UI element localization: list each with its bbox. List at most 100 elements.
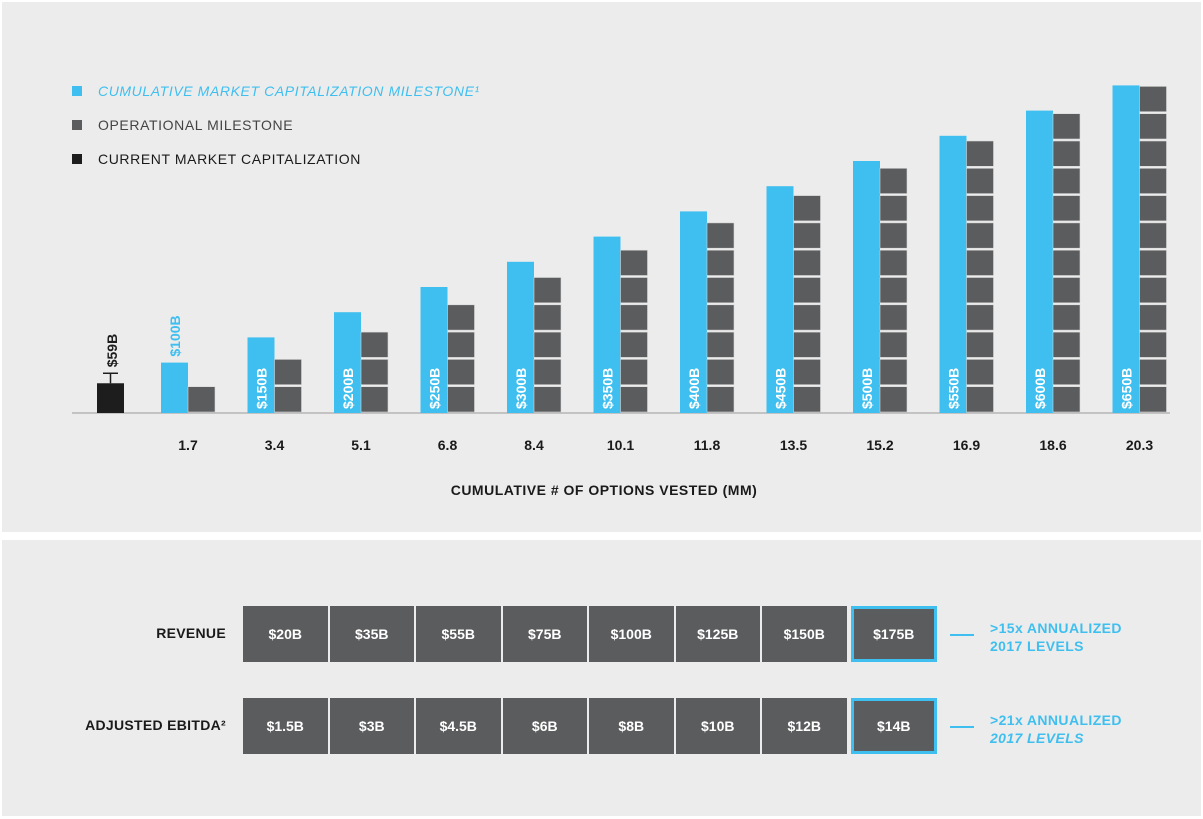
ebitda-note: >21x ANNUALIZED 2017 LEVELS [990,711,1122,747]
operational-block [360,359,389,385]
operational-block [1052,222,1081,249]
revenue-cell: $125B [675,606,762,662]
operational-block [620,359,648,385]
milestone-value-label: $200B [340,368,356,409]
legend-swatch-current-market-cap [72,154,82,164]
operational-block [793,249,821,276]
revenue-note: >15x ANNUALIZED 2017 LEVELS [990,619,1122,655]
x-tick-label: 6.8 [438,437,458,453]
operational-block [793,304,821,331]
operational-block [274,359,302,385]
operational-block [966,195,994,222]
operational-block [533,359,562,385]
ebitda-cell: $4.5B [416,698,503,754]
operational-block [966,140,994,167]
operational-block [793,359,821,385]
operational-block [620,331,648,358]
operational-block [1139,331,1167,358]
current-market-cap-label: $59B [104,334,120,367]
ebitda-cell: $8B [589,698,676,754]
operational-block [793,277,821,304]
operational-block [706,386,735,413]
legend: CUMULATIVE MARKET CAPITALIZATION MILESTO… [72,74,480,176]
operational-block [1139,359,1167,385]
milestone-bar [334,312,361,413]
operational-block [1139,386,1167,413]
revenue-cell-highlighted: $175B [850,606,937,662]
x-tick-label: 8.4 [524,437,544,453]
operational-block [1052,386,1081,413]
operational-block [1052,304,1081,331]
operational-block [1052,113,1081,140]
legend-item-market-cap-milestone: CUMULATIVE MARKET CAPITALIZATION MILESTO… [72,74,480,108]
operational-block [360,386,389,413]
operational-block [620,386,648,413]
operational-block [1052,249,1081,276]
x-tick-label: 16.9 [953,437,980,453]
operational-block [1052,195,1081,222]
operational-block [966,386,994,413]
operational-block [1052,140,1081,167]
revenue-cell: $75B [502,606,589,662]
operational-block [966,277,994,304]
legend-label-current-market-cap: CURRENT MARKET CAPITALIZATION [98,151,361,167]
ebitda-cell: $10B [675,698,762,754]
operational-block [879,195,908,222]
ebitda-row-label: ADJUSTED EBITDA² [85,717,226,733]
ebitda-connector [950,726,974,728]
milestone-value-label: $400B [686,368,702,409]
operational-block [966,304,994,331]
milestone-value-label: $550B [946,368,962,409]
operational-block [706,304,735,331]
operational-block [1139,277,1167,304]
ebitda-cell: $12B [762,698,849,754]
operational-block [1052,359,1081,385]
operational-block [793,222,821,249]
operational-block [706,331,735,358]
ebitda-strip: $1.5B $3B $4.5B $6B $8B $10B $12B $14B [243,698,937,754]
operational-block [879,386,908,413]
milestone-value-label: $650B [1119,368,1135,409]
milestone-value-label: $100B [167,315,183,356]
operational-block [1139,113,1167,140]
milestone-bar [420,287,448,413]
operational-block [966,222,994,249]
operational-block [1052,331,1081,358]
x-tick-label: 13.5 [780,437,807,453]
x-tick-label: 3.4 [265,437,285,453]
operational-block [447,386,475,413]
milestone-value-label: $500B [859,368,875,409]
x-tick-label: 18.6 [1039,437,1066,453]
operational-block [1139,86,1167,113]
legend-swatch-market-cap-milestone [72,86,82,96]
operational-block [1139,168,1167,194]
operational-block [706,277,735,304]
milestone-value-label: $150B [254,368,270,409]
x-axis-title: CUMULATIVE # OF OPTIONS VESTED (MM) [451,482,758,498]
ebitda-cell-highlighted: $14B [850,698,937,754]
milestone-bar [507,261,534,413]
milestone-bar [1026,110,1053,413]
milestone-bar [161,362,188,413]
operational-block [706,222,735,249]
operational-block [879,277,908,304]
x-tick-label: 5.1 [351,437,371,453]
operational-block [1052,168,1081,194]
operational-block [1139,222,1167,249]
revenue-strip: $20B $35B $55B $75B $100B $125B $150B $1… [243,606,937,662]
operational-block [879,359,908,385]
x-tick-label: 15.2 [866,437,893,453]
operational-block [966,331,994,358]
legend-item-operational-milestone: OPERATIONAL MILESTONE [72,108,480,142]
milestone-value-label: $300B [513,368,529,409]
operational-block [1052,277,1081,304]
operational-block [447,359,475,385]
operational-block [706,359,735,385]
x-tick-label: 20.3 [1126,437,1153,453]
operational-block [966,359,994,385]
milestone-bar [853,161,880,413]
milestone-bar [680,211,707,413]
operational-block [1139,140,1167,167]
x-tick-label: 11.8 [694,437,721,453]
revenue-row-label: REVENUE [156,625,226,641]
